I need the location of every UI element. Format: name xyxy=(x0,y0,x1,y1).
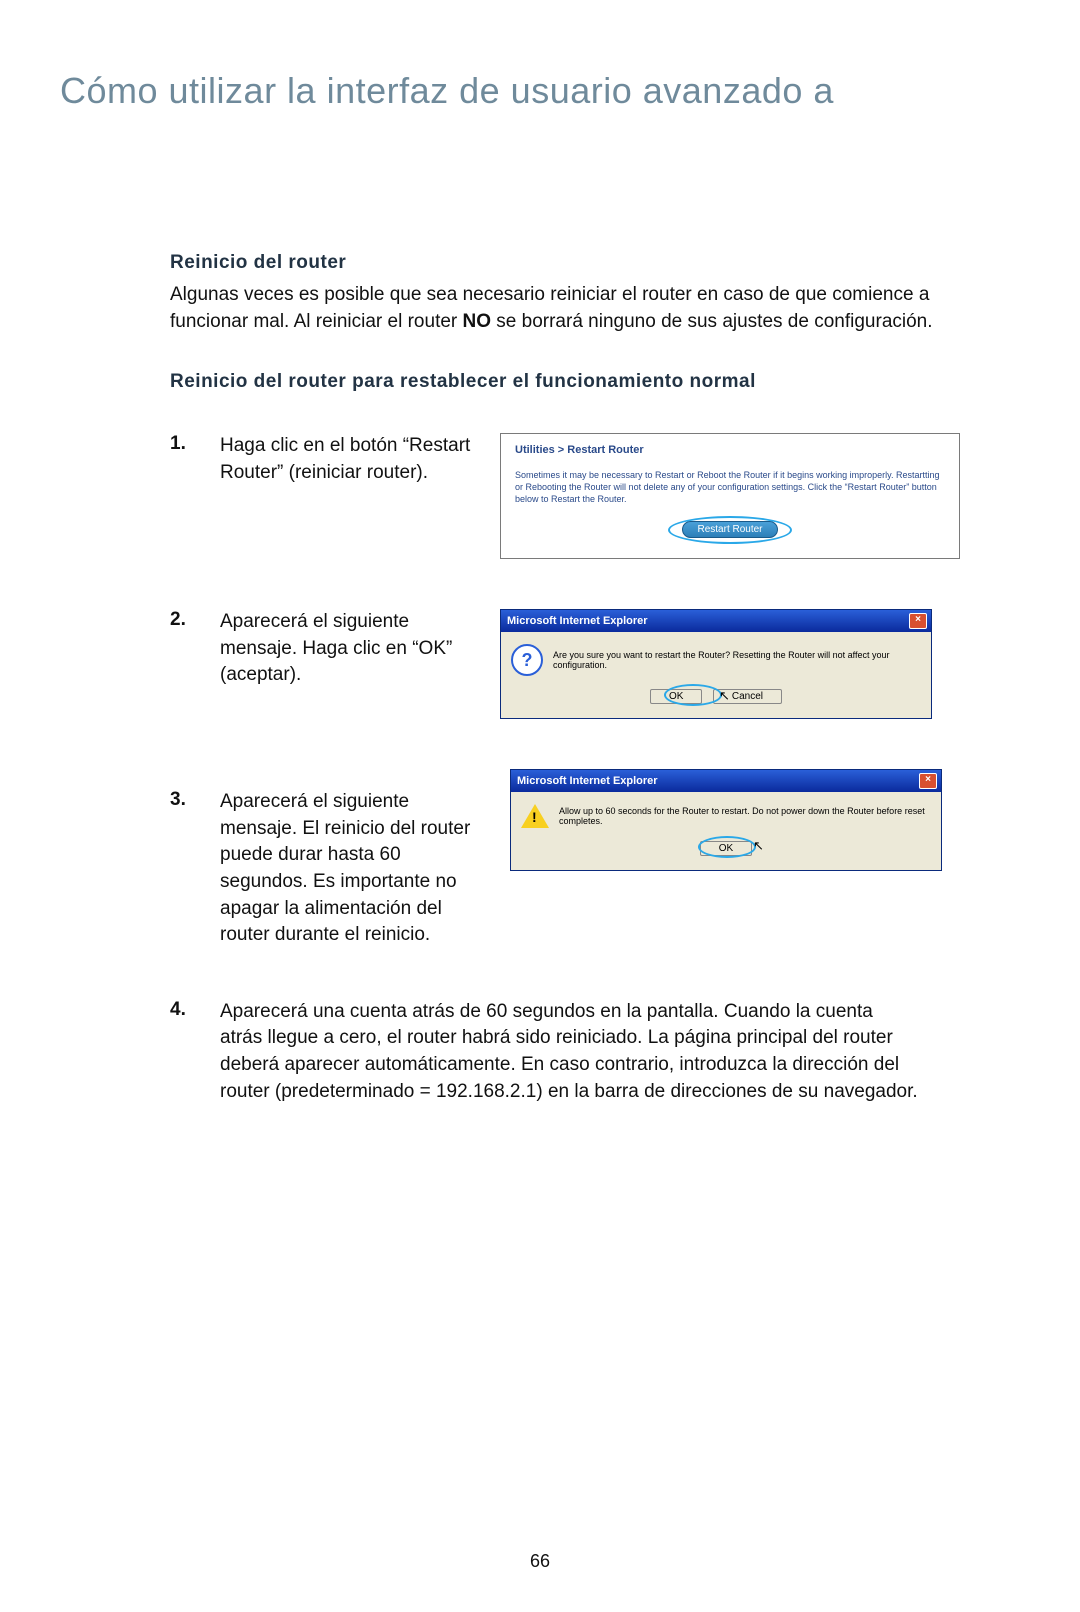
dialog-titlebar: Microsoft Internet Explorer × xyxy=(501,610,931,632)
dialog-buttons: ↖ OK xyxy=(521,838,931,856)
dialog-message: Allow up to 60 seconds for the Router to… xyxy=(559,806,931,826)
body-bold: NO xyxy=(463,311,492,332)
highlight-oval-icon xyxy=(668,516,792,544)
cursor-icon: ↖ xyxy=(719,688,730,704)
question-icon: ? xyxy=(511,644,543,676)
close-icon[interactable]: × xyxy=(919,773,937,789)
cursor-icon: ↖ xyxy=(753,838,764,854)
section-body: Algunas veces es posible que sea necesar… xyxy=(170,282,980,335)
dialog-titlebar: Microsoft Internet Explorer × xyxy=(511,770,941,792)
warning-icon xyxy=(521,804,549,828)
step-2-num: 2. xyxy=(170,609,200,631)
section-heading: Reinicio del router xyxy=(170,252,980,274)
step-2-image: Microsoft Internet Explorer × ? Are you … xyxy=(500,609,932,719)
restart-panel: Utilities > Restart Router Sometimes it … xyxy=(500,433,960,559)
close-icon[interactable]: × xyxy=(909,613,927,629)
step-4: 4. Aparecerá una cuenta atrás de 60 segu… xyxy=(170,999,980,1105)
step-2-text: Aparecerá el siguiente mensaje. Haga cli… xyxy=(220,609,480,689)
page-number: 66 xyxy=(0,1551,1080,1572)
dialog-body: ? Are you sure you want to restart the R… xyxy=(501,632,931,718)
step-1: 1. Haga clic en el botón “Restart Router… xyxy=(170,433,980,559)
dialog-title: Microsoft Internet Explorer xyxy=(507,615,648,627)
step-1-num: 1. xyxy=(170,433,200,455)
subheading: Reinicio del router para restablecer el … xyxy=(170,371,980,393)
info-dialog: Microsoft Internet Explorer × Allow up t… xyxy=(510,769,942,871)
step-3-text: Aparecerá el siguiente mensaje. El reini… xyxy=(220,789,490,949)
dialog-body: Allow up to 60 seconds for the Router to… xyxy=(511,792,941,870)
panel-breadcrumb: Utilities > Restart Router xyxy=(515,444,945,456)
confirm-dialog: Microsoft Internet Explorer × ? Are you … xyxy=(500,609,932,719)
step-1-text: Haga clic en el botón “Restart Router” (… xyxy=(220,433,480,486)
step-3-image: Microsoft Internet Explorer × Allow up t… xyxy=(510,769,942,871)
dialog-title: Microsoft Internet Explorer xyxy=(517,775,658,787)
step-1-image: Utilities > Restart Router Sometimes it … xyxy=(500,433,960,559)
dialog-buttons: ↖ OK Cancel xyxy=(511,686,921,704)
page-title: Cómo utilizar la interfaz de usuario ava… xyxy=(60,70,1080,112)
body-post: se borrará ninguno de sus ajustes de con… xyxy=(491,311,933,332)
content-area: Reinicio del router Algunas veces es pos… xyxy=(170,252,980,1105)
dialog-message: Are you sure you want to restart the Rou… xyxy=(553,650,921,670)
step-3-num: 3. xyxy=(170,789,200,811)
step-2: 2. Aparecerá el siguiente mensaje. Haga … xyxy=(170,609,980,719)
step-3: 3. Aparecerá el siguiente mensaje. El re… xyxy=(170,789,980,949)
restart-button-wrap: Restart Router xyxy=(515,519,945,538)
step-4-text: Aparecerá una cuenta atrás de 60 segundo… xyxy=(220,999,920,1105)
panel-desc: Sometimes it may be necessary to Restart… xyxy=(515,470,945,505)
step-4-num: 4. xyxy=(170,999,200,1021)
